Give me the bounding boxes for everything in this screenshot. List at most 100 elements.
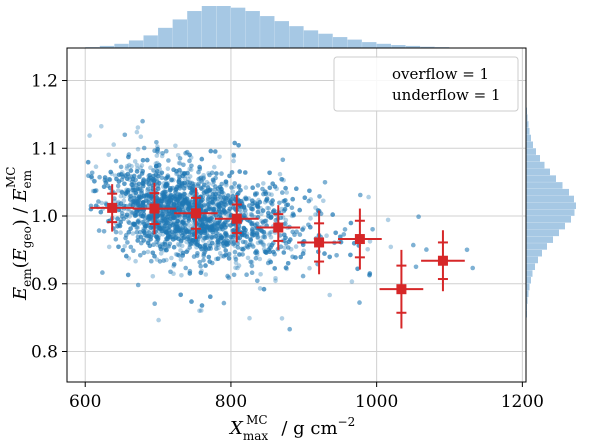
scatter-point [141,228,146,234]
scatter-point [132,222,138,227]
scatter-point [185,201,191,206]
scatter-point [145,249,151,255]
scatter-point [159,212,164,217]
scatter-point [321,198,326,204]
scatter-point [175,213,180,218]
scatter-point [174,168,179,174]
scatter-point [211,227,216,232]
scatter-point [211,222,217,228]
scatter-point [106,177,112,182]
scatter-point [255,234,261,239]
scatter-point [211,207,216,212]
scatter-point [215,236,221,241]
scatter-point [170,237,176,242]
scatter-point [342,227,348,232]
scatter-point [297,232,303,237]
scatter-point [223,196,229,201]
scatter-point [175,224,180,229]
scatter-point [198,178,204,183]
scatter-point [221,221,226,227]
svg-text:Eem(Egeo) / EemMC: Eem(Egeo) / EemMC [4,167,34,301]
scatter-point [141,178,146,184]
scatter-point [283,235,288,241]
scatter-point [211,207,216,212]
scatter-point [162,242,168,247]
scatter-point [173,187,178,192]
scatter-point [99,200,105,206]
scatter-point [132,211,137,217]
scatter-point [246,203,252,208]
scatter-point [267,230,273,236]
scatter-point [165,226,170,231]
scatter-point [200,194,206,200]
scatter-point [128,197,133,202]
scatter-point [212,194,218,200]
scatter-point [201,214,207,219]
scatter-point [186,218,192,223]
top-histogram-bar [274,21,290,48]
scatter-point [127,214,132,219]
scatter-point [166,201,171,206]
scatter-point [266,191,272,197]
scatter-point [199,186,204,191]
scatter-point [149,232,155,238]
scatter-point [101,229,107,234]
scatter-point [132,199,137,204]
scatter-point [155,237,161,242]
scatter-point [153,170,159,176]
scatter-point [155,213,161,219]
scatter-point [169,201,174,206]
scatter-point [98,209,104,215]
scatter-point [168,269,173,275]
scatter-point [248,221,254,226]
scatter-point [134,162,140,168]
scatter-point [111,142,116,147]
top-histogram-bar [362,42,377,48]
scatter-point [153,176,158,181]
scatter-point [219,224,225,230]
scatter-point [173,189,179,195]
scatter-point [258,206,264,211]
scatter-point [307,188,312,194]
scatter-point [120,248,126,253]
scatter-point [271,249,276,255]
scatter-point [270,198,275,203]
scatter-point [297,207,303,213]
y-tick-label: 1.1 [31,139,58,159]
scatter-point [214,204,219,209]
scatter-point [178,228,184,233]
scatter-point [169,213,174,218]
scatter-point [228,239,234,244]
scatter-point [160,208,166,214]
scatter-point [108,169,113,175]
scatter-point [298,254,304,260]
scatter-point [201,176,206,181]
scatter-point [216,202,222,207]
legend: overflow = 1 underflow = 1 [333,56,519,112]
scatter-point [251,203,256,209]
scatter-point [213,256,219,262]
scatter-point [166,208,172,214]
scatter-point [243,196,249,202]
scatter-point [367,272,372,278]
scatter-point [136,219,141,224]
scatter-point [385,217,391,223]
scatter-point [164,247,169,253]
scatter-point [135,166,140,172]
scatter-point [133,177,138,183]
scatter-point [221,236,227,241]
scatter-point [290,229,296,235]
scatter-point [170,204,175,209]
scatter-point [178,292,183,298]
scatter-point [180,219,185,225]
scatter-point [221,300,227,306]
scatter-point [222,195,227,201]
scatter-point [163,213,168,218]
scatter-point [187,271,193,276]
scatter-point [265,198,270,204]
scatter-point [163,229,169,235]
scatter-point [157,224,163,230]
scatter-point [261,246,267,252]
scatter-point [285,261,291,266]
scatter-point [198,244,203,250]
